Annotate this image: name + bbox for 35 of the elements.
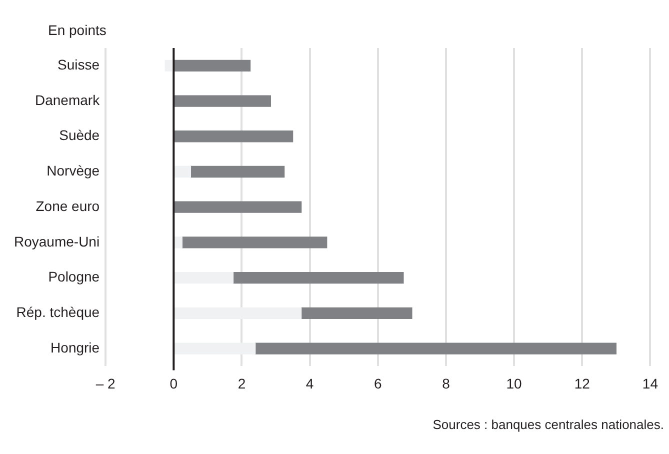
x-tick-label: 0 (170, 375, 178, 392)
bar (174, 166, 192, 178)
x-tick-label: 14 (642, 375, 658, 392)
y-tick-label: Norvège (46, 162, 100, 179)
bar (174, 342, 256, 354)
y-tick-label: Suisse (58, 56, 100, 73)
source-note: Sources : banques centrales nationales. (432, 417, 665, 432)
bar (174, 236, 183, 248)
x-tick-label: 12 (574, 375, 590, 392)
bar (174, 272, 234, 284)
y-tick-label: Royaume-Uni (14, 233, 100, 250)
y-tick-label: Suède (59, 127, 100, 144)
bar (164, 60, 173, 72)
bar (174, 307, 302, 319)
x-tick-label: – 2 (96, 375, 116, 392)
bar (255, 342, 617, 354)
x-tick-label: 10 (506, 375, 522, 392)
bar (174, 60, 251, 72)
bar (174, 95, 272, 107)
y-tick-label: Danemark (34, 92, 101, 108)
y-tick-label: Rép. tchèque (16, 304, 100, 320)
x-tick-label: 8 (442, 375, 450, 392)
bar (174, 130, 294, 142)
bar (174, 201, 302, 213)
bar (182, 236, 328, 248)
y-tick-label: Hongrie (50, 339, 100, 356)
bar (232, 272, 404, 284)
bar (300, 307, 412, 319)
y-tick-label: Zone euro (36, 198, 100, 214)
y-axis-title: En points (48, 22, 106, 38)
x-tick-label: 2 (238, 375, 246, 392)
x-tick-label: 6 (374, 375, 382, 392)
y-tick-label: Pologne (48, 268, 100, 285)
bar (190, 166, 285, 178)
x-tick-label: 4 (306, 375, 314, 392)
